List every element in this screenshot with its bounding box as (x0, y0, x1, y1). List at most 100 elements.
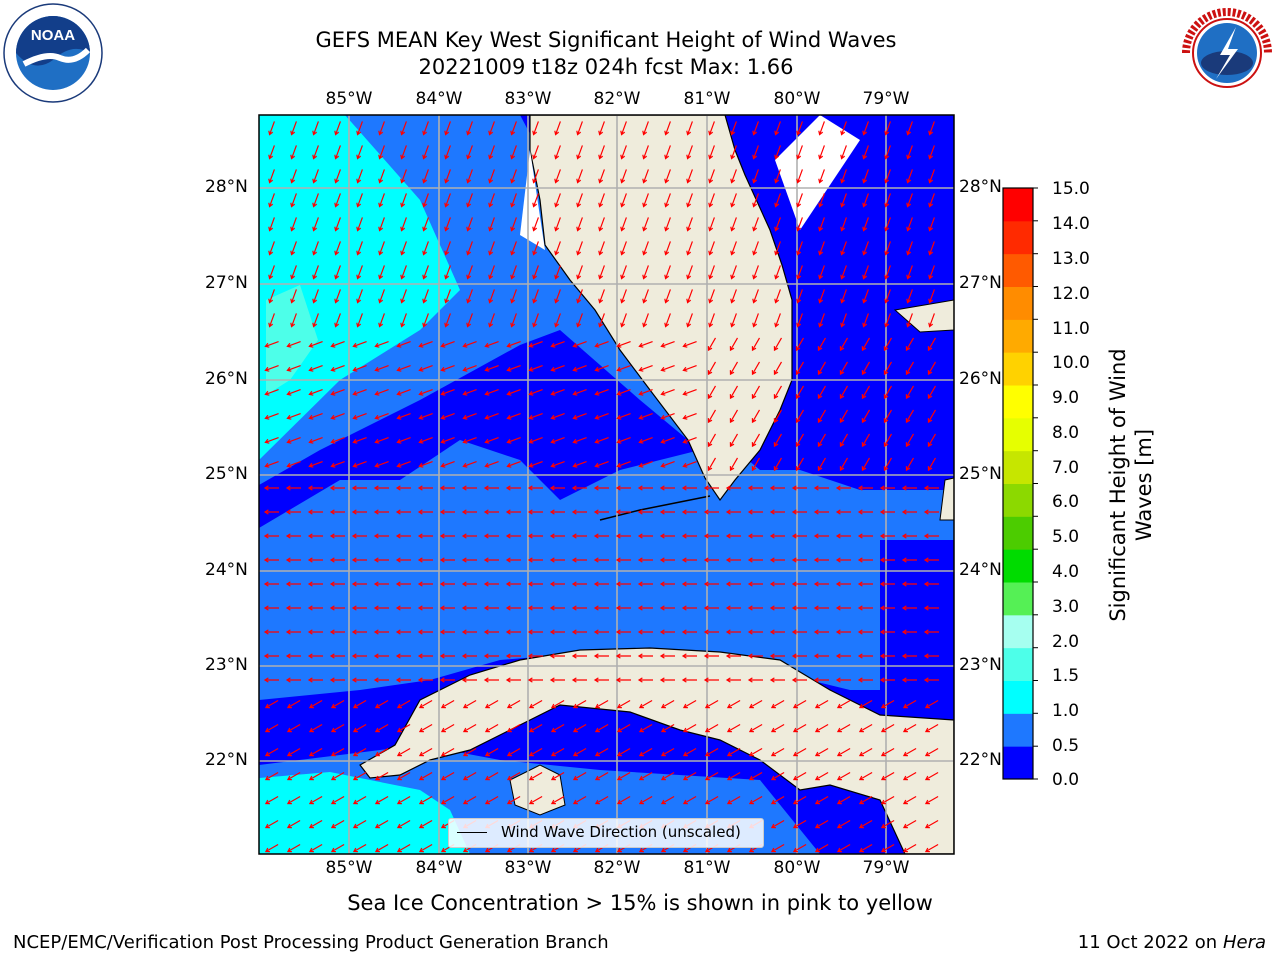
colorbar-segment (1003, 647, 1033, 681)
wind-wave-arrow (484, 747, 499, 757)
wind-wave-arrow (286, 413, 301, 420)
wind-wave-arrow (857, 629, 873, 635)
wind-wave-arrow (329, 677, 345, 683)
wind-wave-arrow (729, 385, 739, 400)
wind-wave-arrow (861, 457, 871, 472)
wind-wave-arrow (748, 723, 763, 733)
wind-wave-arrow (902, 795, 917, 805)
wind-wave-arrow (527, 509, 543, 515)
wind-wave-arrow (682, 341, 697, 348)
wind-wave-arrow (528, 795, 543, 805)
wind-wave-arrow (396, 795, 411, 805)
wind-wave-arrow (440, 699, 455, 709)
wind-wave-arrow (462, 365, 477, 372)
wind-wave-arrow (488, 121, 495, 136)
wind-wave-arrow (840, 289, 847, 304)
wind-wave-arrow (906, 241, 913, 256)
wind-wave-arrow (796, 289, 803, 304)
wind-wave-arrow (373, 653, 389, 659)
wind-wave-arrow (505, 653, 521, 659)
wind-wave-arrow (439, 509, 455, 515)
colorbar-tick: 1.5 (1052, 666, 1080, 686)
wind-wave-arrow (263, 581, 279, 587)
bahamas-landmass (893, 299, 954, 333)
wind-wave-arrow (505, 581, 521, 587)
wind-wave-arrow (707, 409, 717, 424)
wind-wave-arrow (884, 265, 891, 280)
wind-wave-arrow (836, 699, 851, 709)
wind-wave-arrow (707, 385, 717, 400)
wind-wave-arrow (572, 699, 587, 709)
lon-label-top: 84°W (415, 89, 463, 109)
wind-wave-arrow (483, 581, 499, 587)
wind-wave-arrow (286, 723, 301, 733)
wind-wave-arrow (308, 699, 323, 709)
wind-wave-arrow (506, 389, 521, 396)
wind-wave-arrow (510, 169, 517, 184)
wind-wave-arrow (506, 413, 521, 420)
wind-wave-arrow (857, 581, 873, 587)
wind-wave-arrow (422, 121, 429, 136)
wind-wave-arrow (307, 629, 323, 635)
wind-wave-arrow (664, 265, 671, 280)
wind-wave-arrow (884, 169, 891, 184)
wind-wave-arrow (439, 533, 455, 539)
wind-wave-arrow (462, 389, 477, 396)
wind-wave-arrow (285, 653, 301, 659)
wind-wave-arrow (351, 509, 367, 515)
wind-wave-arrow (686, 193, 693, 208)
legend-box: Wind Wave Direction (unscaled) (448, 818, 764, 848)
wind-wave-arrow (817, 457, 827, 472)
wind-wave-arrow (576, 169, 583, 184)
wind-wave-arrow (263, 509, 279, 515)
colorbar-label-line2: Waves [m] (1132, 428, 1156, 542)
wind-wave-arrow (659, 509, 675, 515)
wind-wave-arrow (356, 145, 363, 160)
wind-wave-arrow (818, 193, 825, 208)
wind-wave-arrow (505, 509, 521, 515)
wind-wave-arrow (506, 461, 521, 468)
wind-wave-arrow (285, 485, 301, 491)
wind-wave-arrow (884, 313, 891, 328)
wind-wave-arrow (422, 289, 429, 304)
wind-wave-arrow (373, 509, 389, 515)
wave-band-1.5-2.0 (266, 285, 318, 395)
wind-wave-arrow (510, 145, 517, 160)
wind-wave-arrow (726, 795, 741, 805)
wind-wave-arrow (334, 145, 341, 160)
wind-wave-arrow (664, 193, 671, 208)
wind-wave-arrow (707, 433, 717, 448)
wind-wave-arrow (928, 169, 935, 184)
wind-wave-arrow (572, 723, 587, 733)
colorbar-segment (1003, 614, 1033, 649)
wind-wave-arrow (528, 699, 543, 709)
wind-wave-arrow (356, 217, 363, 232)
wind-wave-arrow (906, 193, 913, 208)
wind-wave-arrow (730, 265, 737, 280)
wind-wave-arrow (659, 629, 675, 635)
wind-wave-arrow (928, 289, 935, 304)
wind-wave-arrow (312, 265, 319, 280)
wind-wave-arrow (839, 361, 849, 376)
wind-wave-arrow (616, 341, 631, 348)
wind-wave-arrow (708, 265, 715, 280)
wind-wave-arrow (395, 653, 411, 659)
wind-wave-arrow (773, 457, 783, 472)
lat-label-right: 24°N (959, 560, 1002, 580)
wind-wave-arrow (836, 819, 851, 829)
wind-wave-arrow (818, 145, 825, 160)
wind-wave-arrow (883, 337, 893, 352)
wind-wave-arrow (861, 337, 871, 352)
wind-wave-arrow (638, 699, 653, 709)
wind-wave-arrow (378, 241, 385, 256)
wind-wave-arrow (532, 289, 539, 304)
wind-wave-arrow (308, 461, 323, 468)
wind-wave-arrow (439, 485, 455, 491)
colorbar-segment (1003, 746, 1033, 780)
wind-wave-arrow (444, 241, 451, 256)
wind-wave-arrow (462, 747, 477, 757)
wind-wave-arrow (264, 699, 279, 709)
wind-wave-arrow (879, 533, 895, 539)
wind-wave-arrow (620, 193, 627, 208)
wind-wave-arrow (549, 629, 565, 635)
